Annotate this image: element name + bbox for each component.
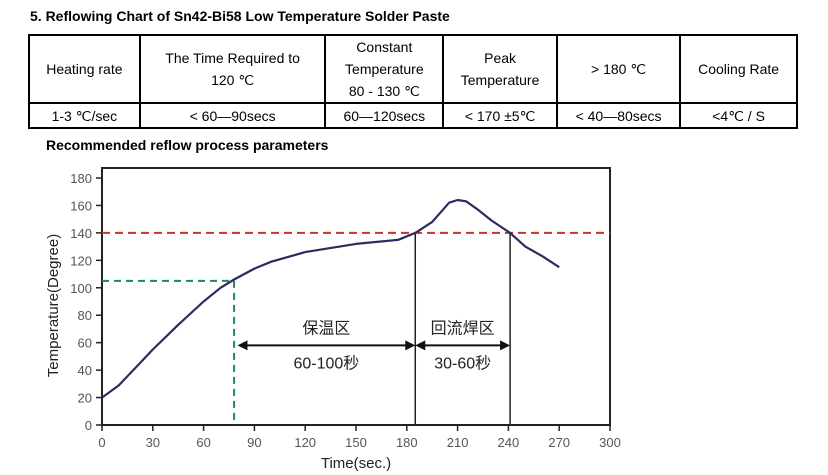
header-cooling-rate: Cooling Rate — [679, 34, 798, 104]
zone-label: 回流焊区 — [431, 319, 495, 337]
cell-constant-temperature: 60—120secs — [324, 102, 445, 129]
zone-label: 保温区 — [302, 319, 350, 337]
y-tick-label: 160 — [70, 198, 92, 213]
table-row: 1-3 ℃/sec < 60—90secs 60—120secs < 170 ±… — [28, 102, 798, 129]
cell-peak-temperature: < 170 ±5℃ — [442, 102, 558, 129]
y-tick-label: 140 — [70, 226, 92, 241]
x-tick-label: 30 — [146, 435, 160, 450]
header-time-to-120: The Time Required to 120 ℃ — [138, 34, 327, 104]
header-line: Constant — [356, 39, 413, 55]
header-line: 120 ℃ — [211, 72, 255, 88]
x-tick-label: 90 — [247, 435, 261, 450]
header-above-180: > 180 ℃ — [555, 34, 682, 104]
table-header-row: Heating rate The Time Required to 120 ℃ C… — [28, 34, 798, 104]
x-tick-label: 180 — [396, 435, 418, 450]
zone-duration: 30-60秒 — [434, 354, 491, 372]
x-tick-label: 270 — [548, 435, 570, 450]
header-heating-rate: Heating rate — [28, 34, 141, 104]
y-tick-label: 80 — [78, 308, 92, 323]
header-line: Temperature — [345, 61, 424, 77]
arrow-head-right-icon — [405, 340, 416, 351]
arrow-head-right-icon — [500, 340, 511, 351]
cell-cooling-rate: <4℃ / S — [679, 102, 798, 129]
arrow-head-left-icon — [415, 340, 426, 351]
header-line: Temperature — [460, 72, 540, 88]
y-tick-label: 20 — [78, 391, 92, 406]
temperature-curve — [101, 198, 560, 399]
x-tick-label: 120 — [294, 435, 316, 450]
x-tick-label: 60 — [196, 435, 210, 450]
x-tick-label: 210 — [447, 435, 469, 450]
header-line: The Time Required to — [165, 50, 300, 66]
y-tick-label: 180 — [70, 171, 92, 186]
x-axis-label: Time(sec.) — [321, 455, 391, 472]
cell-time-to-120: < 60—90secs — [138, 102, 327, 129]
plot-frame — [101, 167, 611, 426]
y-tick-label: 0 — [85, 418, 92, 433]
header-constant-temperature: Constant Temperature 80 - 130 ℃ — [324, 34, 445, 104]
y-tick-label: 60 — [78, 336, 92, 351]
y-axis-label: Temperature(Degree) — [45, 234, 62, 377]
cell-heating-rate: 1-3 ℃/sec — [28, 102, 141, 129]
chart-subtitle: Recommended reflow process parameters — [46, 137, 329, 153]
y-tick-label: 120 — [70, 253, 92, 268]
reflow-parameters-table: Heating rate The Time Required to 120 ℃ C… — [28, 34, 798, 129]
header-line: 80 - 130 ℃ — [348, 83, 420, 99]
y-tick-label: 40 — [78, 363, 92, 378]
header-line: Peak — [484, 50, 517, 66]
x-tick-label: 150 — [345, 435, 367, 450]
header-peak-temperature: Peak Temperature — [442, 34, 558, 104]
zone-duration: 60-100秒 — [293, 354, 359, 372]
x-tick-label: 240 — [498, 435, 520, 450]
y-tick-label: 100 — [70, 281, 92, 296]
arrow-head-left-icon — [237, 340, 248, 351]
x-tick-label: 0 — [98, 435, 105, 450]
x-tick-label: 300 — [599, 435, 621, 450]
cell-above-180: < 40—80secs — [555, 102, 682, 129]
section-title: 5. Reflowing Chart of Sn42-Bi58 Low Temp… — [30, 8, 450, 24]
